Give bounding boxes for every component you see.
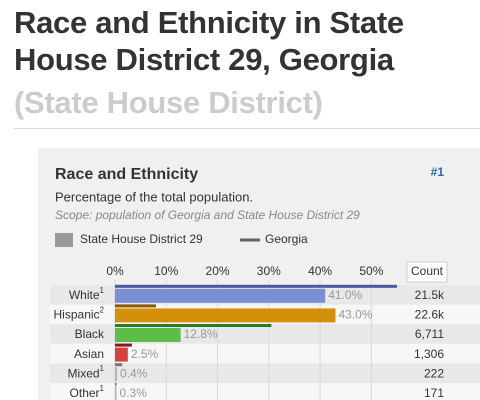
reference-line (115, 284, 397, 288)
bar (115, 308, 336, 323)
x-tick-label: 20% (206, 264, 230, 278)
value-label: 41.0% (328, 288, 362, 302)
count-label: 6,711 (415, 327, 444, 341)
divider (14, 128, 480, 129)
count-label: 222 (424, 366, 444, 380)
chart-scope: Scope: population of Georgia and State H… (55, 208, 360, 222)
category-label: White1 (69, 286, 105, 302)
bar (115, 386, 117, 400)
reference-line (115, 382, 117, 386)
legend-label: State House District 29 (80, 232, 203, 246)
x-tick-label: 0% (106, 264, 124, 278)
value-label: 43.0% (338, 308, 372, 322)
bar (115, 328, 181, 342)
row-background (50, 363, 480, 383)
value-label: 12.8% (184, 327, 218, 341)
reference-line (115, 324, 272, 327)
category-label: Other1 (70, 384, 105, 400)
count-label: 1,306 (414, 347, 444, 361)
value-label: 0.4% (120, 366, 148, 380)
count-label: 21.5k (415, 288, 445, 302)
page-title: Race and Ethnicity in State House Distri… (14, 5, 404, 77)
row-background (50, 343, 480, 364)
count-label: 22.6k (415, 308, 445, 322)
category-label: Black (75, 327, 105, 341)
chart-subtitle: Percentage of the total population. (55, 189, 253, 204)
reference-line (115, 304, 157, 308)
x-tick-label: 10% (154, 264, 178, 278)
footnote-mark: 2 (100, 306, 105, 315)
x-tick-label: 30% (257, 264, 281, 278)
category-label: Asian (74, 347, 104, 361)
value-label: 2.5% (131, 347, 159, 361)
value-label: 0.3% (120, 386, 148, 400)
footnote-mark: 1 (100, 384, 105, 393)
bar (115, 288, 326, 303)
chart-title: Race and Ethnicity (55, 166, 198, 183)
row-background (50, 383, 480, 400)
count-header-box (406, 261, 448, 283)
x-tick-label: 40% (308, 264, 332, 278)
page-subtitle: (State House District) (14, 85, 323, 120)
count-label: 171 (424, 386, 444, 400)
reference-line (115, 363, 123, 367)
reference-line (115, 343, 132, 347)
footnote-mark: 1 (100, 364, 105, 373)
category-label: Mixed1 (68, 364, 105, 380)
x-tick-label: 50% (359, 264, 383, 278)
bar (115, 347, 128, 362)
rank-badge[interactable]: #1 (431, 165, 445, 179)
category-label: Hispanic2 (54, 306, 105, 322)
count-header: Count (411, 264, 444, 278)
legend-label: Georgia (265, 232, 308, 246)
footnote-mark: 1 (100, 286, 105, 295)
bar (115, 367, 118, 382)
legend-swatch (55, 233, 73, 247)
